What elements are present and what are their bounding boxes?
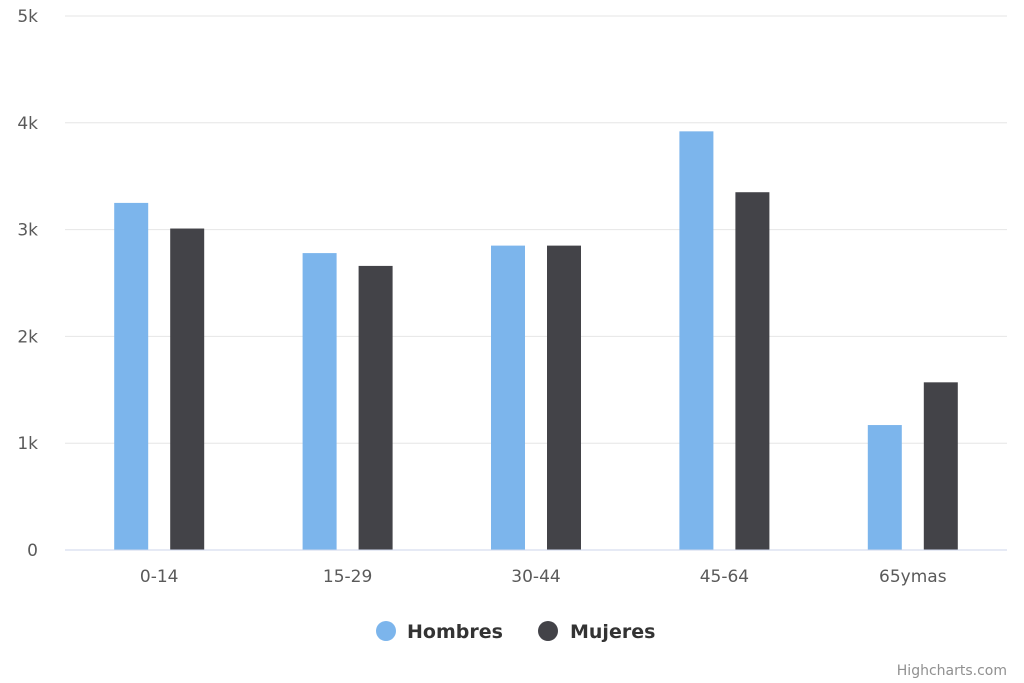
bars	[114, 131, 958, 551]
y-tick-label: 0	[27, 541, 38, 561]
legend-marker-hombres[interactable]	[376, 621, 396, 641]
legend-label-hombres[interactable]: Hombres	[407, 621, 503, 643]
bar-hombres-65ymas[interactable]	[867, 425, 902, 550]
y-tick-label: 3k	[17, 221, 38, 241]
bar-mujeres-0-14[interactable]	[170, 228, 205, 551]
x-tick-label: 65ymas	[879, 567, 947, 587]
y-tick-label: 5k	[17, 7, 38, 27]
y-tick-label: 2k	[17, 327, 38, 347]
bar-mujeres-65ymas[interactable]	[923, 382, 958, 550]
bar-hombres-15-29[interactable]	[302, 253, 337, 550]
x-tick-label: 30-44	[511, 567, 560, 587]
y-axis: 0 1k 2k 3k 4k 5k	[17, 7, 38, 561]
bar-mujeres-45-64[interactable]	[735, 192, 770, 550]
legend-marker-mujeres[interactable]	[538, 621, 558, 641]
legend-label-mujeres[interactable]: Mujeres	[570, 621, 655, 643]
x-tick-label: 15-29	[323, 567, 372, 587]
y-tick-label: 1k	[17, 434, 38, 454]
bar-mujeres-15-29[interactable]	[358, 265, 393, 550]
legend: Hombres Mujeres	[376, 621, 655, 643]
bar-hombres-45-64[interactable]	[679, 131, 714, 550]
bar-mujeres-30-44[interactable]	[547, 245, 581, 550]
y-tick-label: 4k	[17, 114, 38, 134]
x-tick-label: 45-64	[700, 567, 749, 587]
x-tick-label: 0-14	[140, 567, 179, 587]
x-axis: 0-14 15-29 30-44 45-64 65ymas	[140, 567, 947, 587]
gridlines	[65, 15, 1007, 444]
bar-hombres-0-14[interactable]	[114, 202, 149, 550]
bar-hombres-30-44[interactable]	[491, 245, 525, 550]
credits-link[interactable]: Highcharts.com	[897, 663, 1007, 679]
